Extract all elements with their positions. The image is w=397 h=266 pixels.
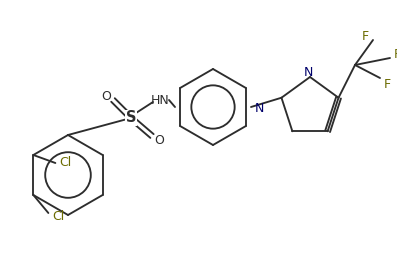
Text: Cl: Cl bbox=[59, 156, 71, 169]
Text: F: F bbox=[393, 48, 397, 60]
Text: S: S bbox=[126, 110, 136, 126]
Text: O: O bbox=[154, 134, 164, 147]
Text: N: N bbox=[254, 102, 264, 115]
Text: Cl: Cl bbox=[52, 210, 64, 223]
Text: O: O bbox=[101, 90, 111, 103]
Text: N: N bbox=[303, 65, 313, 78]
Text: F: F bbox=[361, 30, 368, 43]
Text: HN: HN bbox=[150, 94, 170, 106]
Text: F: F bbox=[384, 77, 391, 90]
